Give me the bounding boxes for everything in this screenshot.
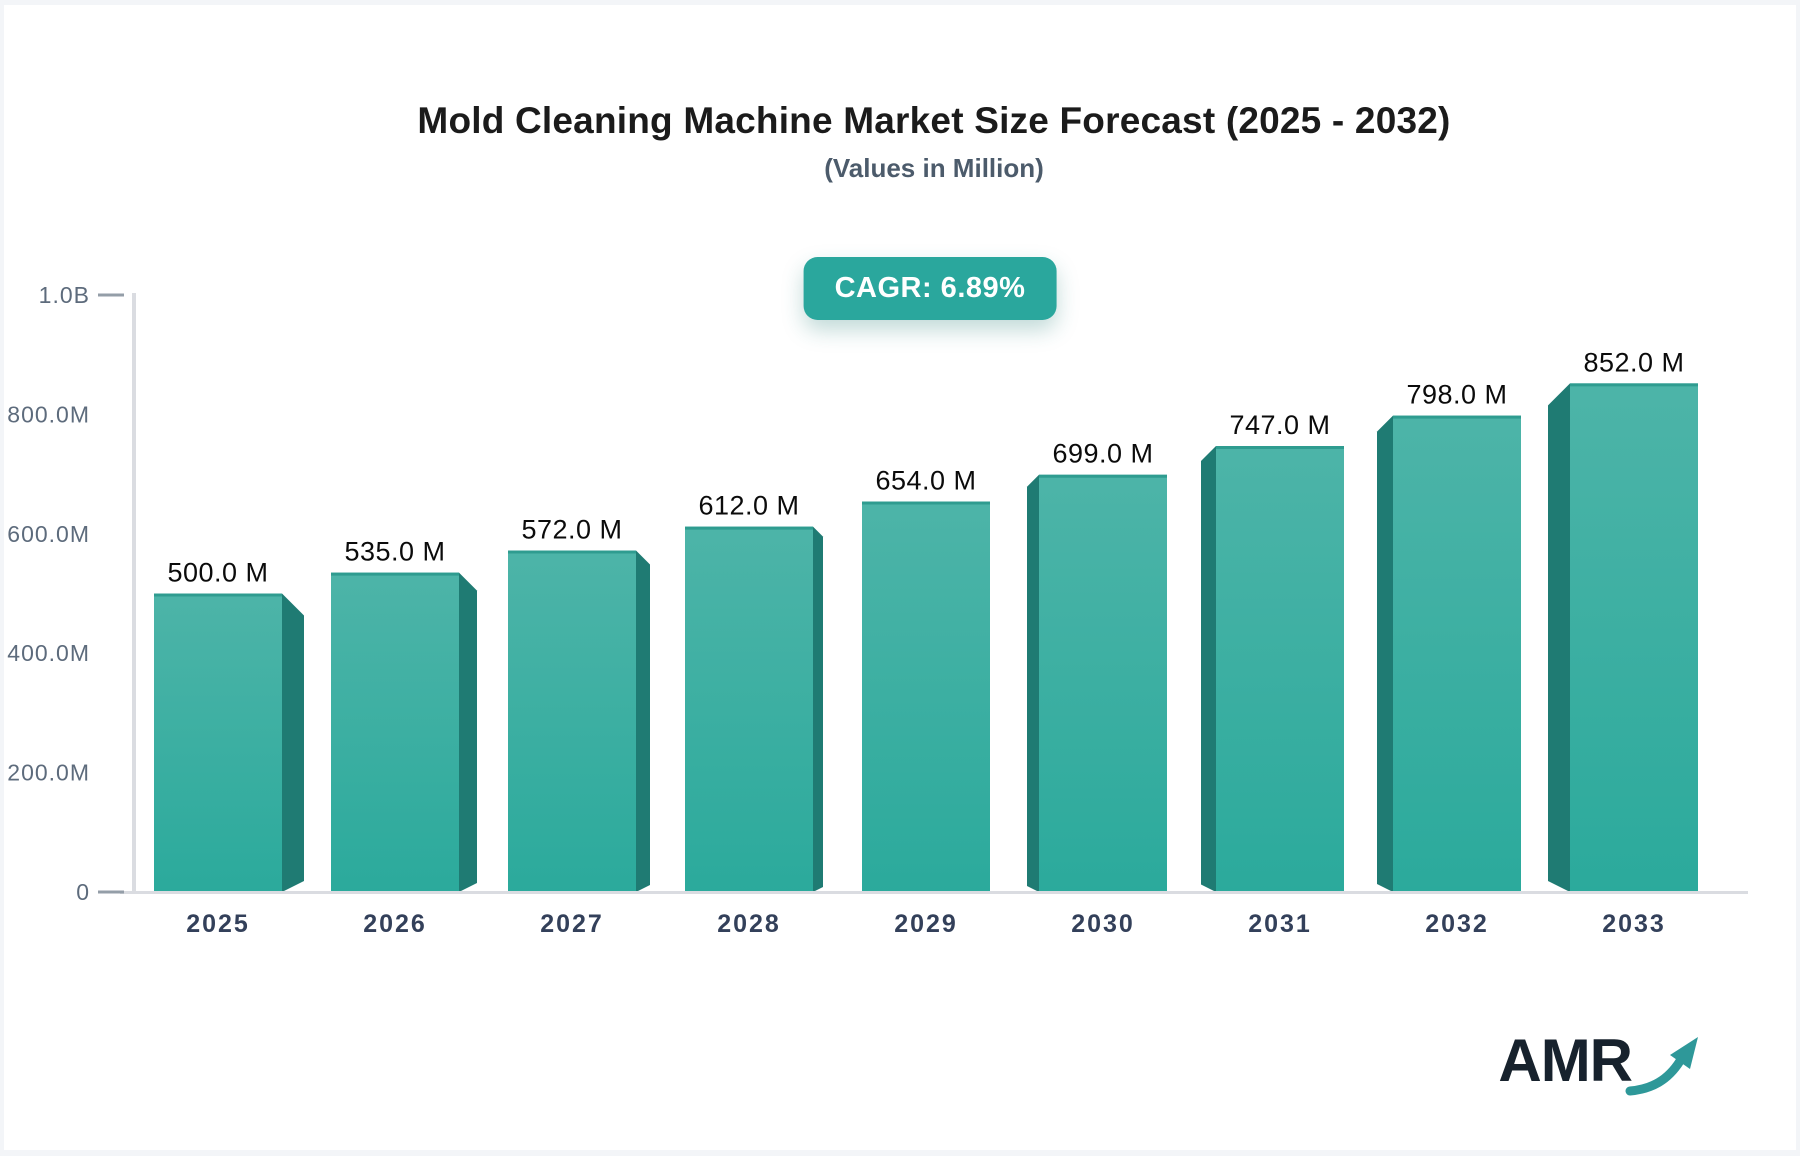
x-axis-label: 2033 <box>1602 910 1666 938</box>
bar-value-label: 654.0 M <box>875 466 976 496</box>
bar <box>1039 474 1167 892</box>
x-axis-label: 2032 <box>1425 910 1489 938</box>
bar <box>1393 415 1521 892</box>
x-axis-line <box>120 891 1748 894</box>
y-axis-tick-label: 1.0B <box>39 282 90 308</box>
bar-3d-side <box>636 550 650 892</box>
bar-3d-side <box>459 572 477 892</box>
y-axis-tick-label: 800.0M <box>7 401 90 427</box>
bar <box>862 501 990 892</box>
bar-3d-side <box>1377 415 1393 892</box>
bar-value-label: 747.0 M <box>1229 410 1330 440</box>
bar-value-label: 535.0 M <box>344 537 445 567</box>
chart-subtitle: (Values in Million) <box>824 153 1044 183</box>
bar-value-label: 699.0 M <box>1052 439 1153 469</box>
y-axis-tick <box>98 293 124 297</box>
bar-3d-side <box>1548 383 1570 892</box>
x-axis-label: 2030 <box>1071 910 1135 938</box>
bar-3d-side <box>813 526 823 892</box>
bar <box>685 526 813 892</box>
bar-value-label: 852.0 M <box>1583 347 1684 377</box>
bar-value-label: 500.0 M <box>167 558 268 588</box>
x-axis-label: 2026 <box>363 910 427 938</box>
x-axis-label: 2028 <box>717 910 781 938</box>
bar-value-label: 572.0 M <box>521 515 622 545</box>
x-axis-label: 2027 <box>540 910 604 938</box>
bar-chart-plot: 500.0 M 2025 535.0 M 2026 572.0 M 2027 612.0 M… <box>7 282 1748 938</box>
bar <box>154 593 282 892</box>
bar <box>508 550 636 892</box>
bar <box>1216 446 1344 892</box>
bar-value-label: 798.0 M <box>1406 380 1507 410</box>
cagr-badge: CAGR: 6.89% <box>803 257 1057 320</box>
x-axis-label: 2029 <box>894 910 958 938</box>
y-axis-tick-label: 200.0M <box>7 760 90 786</box>
bar-3d-side <box>282 593 304 892</box>
y-axis-line <box>132 293 136 893</box>
bar-value-label: 612.0 M <box>698 491 799 521</box>
y-axis-tick-label: 0 <box>76 879 90 905</box>
x-axis-label: 2025 <box>186 910 250 938</box>
y-axis-tick <box>98 890 124 894</box>
y-axis-tick-label: 600.0M <box>7 521 90 547</box>
bar-3d-side <box>1027 474 1039 892</box>
bar <box>1570 383 1698 892</box>
growth-arrow-icon <box>1625 1037 1698 1096</box>
y-axis-tick-label: 400.0M <box>7 640 90 666</box>
amr-logo-text: AMR <box>1498 1027 1633 1094</box>
chart-title: Mold Cleaning Machine Market Size Foreca… <box>417 100 1451 141</box>
amr-logo: AMR <box>1498 1031 1702 1101</box>
x-axis-label: 2031 <box>1248 910 1312 938</box>
chart-card: Mold Cleaning Machine Market Size Foreca… <box>4 5 1796 1150</box>
bar-3d-side <box>1201 446 1216 892</box>
bar <box>331 572 459 892</box>
